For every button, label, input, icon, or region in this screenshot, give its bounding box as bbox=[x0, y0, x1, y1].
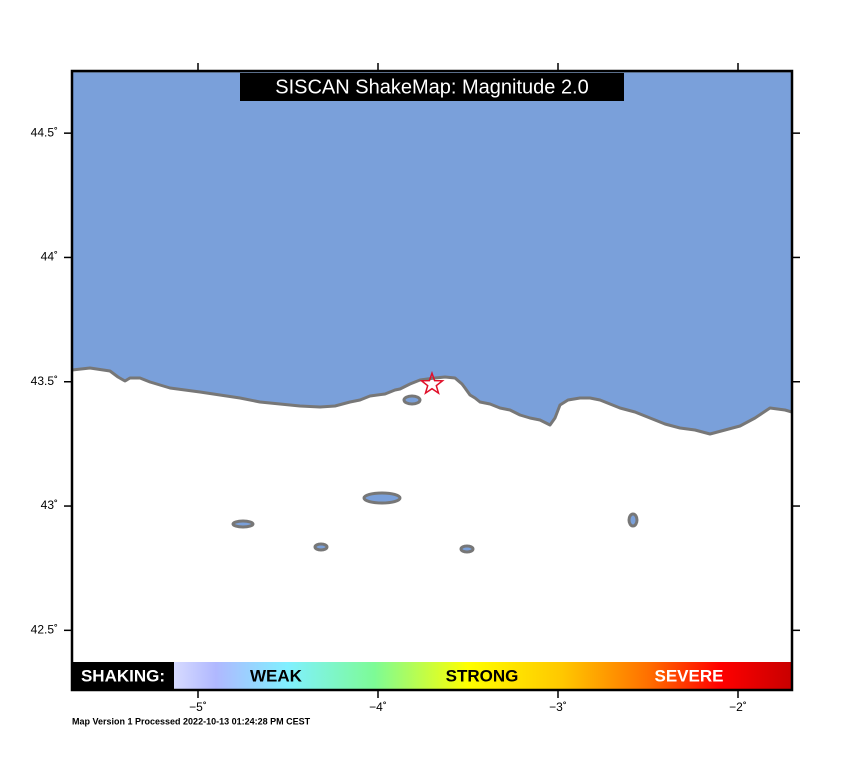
map-frame bbox=[70, 69, 794, 692]
lake bbox=[313, 542, 329, 552]
x-tick-label: −3˚ bbox=[549, 700, 567, 714]
y-tick-label: 43˚ bbox=[41, 498, 58, 512]
scale-label-box bbox=[72, 662, 174, 690]
scale-level: WEAK bbox=[250, 666, 303, 685]
lake bbox=[627, 512, 639, 528]
lake bbox=[459, 544, 475, 554]
map-title: SISCAN ShakeMap: Magnitude 2.0 bbox=[275, 76, 589, 98]
title-box bbox=[240, 73, 624, 101]
scale-level: SEVERE bbox=[655, 666, 724, 685]
footer: Map Version 1 Processed 2022-10-13 01:24… bbox=[72, 716, 311, 726]
map-area bbox=[72, 71, 792, 690]
lakes bbox=[231, 394, 639, 554]
x-tick-label: −4˚ bbox=[369, 700, 387, 714]
scale-label: SHAKING: bbox=[81, 666, 165, 685]
lake bbox=[402, 394, 422, 406]
x-tick-label: −5˚ bbox=[189, 700, 207, 714]
scale-level: STRONG bbox=[446, 666, 519, 685]
lake bbox=[362, 491, 402, 505]
lake bbox=[231, 519, 255, 529]
intensity-scale bbox=[72, 662, 792, 690]
y-tick-label: 42.5˚ bbox=[31, 623, 58, 637]
y-tick-label: 44˚ bbox=[41, 250, 58, 264]
epicenter bbox=[419, 370, 445, 395]
y-tick-label: 44.5˚ bbox=[31, 125, 58, 139]
y-tick-label: 43.5˚ bbox=[31, 374, 58, 388]
x-tick-label: −2˚ bbox=[729, 700, 747, 714]
ocean bbox=[72, 71, 792, 436]
